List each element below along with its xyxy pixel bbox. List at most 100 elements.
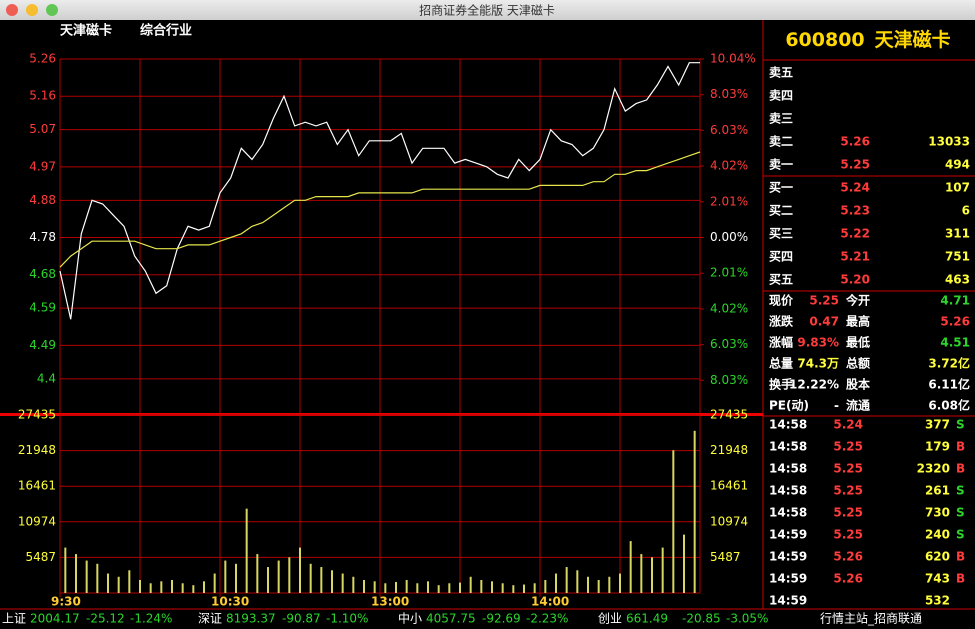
minimize-button[interactable]	[26, 4, 38, 16]
volume-bar	[437, 585, 440, 593]
stat-value: 4.51	[940, 336, 970, 350]
trade-time: 14:58	[769, 462, 807, 476]
stat-label: 现价	[769, 294, 794, 308]
y2-tick-label: 8.03%	[710, 373, 748, 387]
book-volume: 107	[945, 181, 970, 195]
stat-label: 涨跌	[769, 314, 794, 329]
book-price: 5.20	[840, 273, 870, 287]
volume-bar	[320, 567, 323, 593]
trade-time: 14:58	[769, 484, 807, 498]
volume-bar	[427, 581, 429, 593]
y2-tick-label: 10974	[710, 514, 748, 528]
trade-price: 5.26	[833, 550, 863, 564]
server-name: 行情主站_招商联通	[820, 611, 922, 626]
y-tick-label: 27435	[18, 408, 56, 422]
y-tick-label: 21948	[18, 443, 56, 457]
y2-tick-label: 5487	[710, 550, 741, 564]
trade-volume: 377	[925, 418, 950, 432]
volume-bar	[512, 585, 515, 593]
volume-bar	[683, 534, 685, 593]
index-change: -25.12	[86, 612, 125, 626]
stat-value: 4.71	[940, 294, 970, 308]
close-button[interactable]	[6, 4, 18, 16]
stat-label: 总量	[769, 356, 793, 371]
volume-bar	[352, 576, 355, 593]
zoom-button[interactable]	[46, 4, 58, 16]
book-volume: 494	[945, 158, 970, 172]
index-pct: -1.10%	[326, 612, 368, 626]
book-volume: 751	[945, 250, 970, 264]
book-volume: 6	[962, 204, 970, 218]
volume-bar	[235, 563, 237, 593]
y-tick-label: 5487	[25, 550, 56, 564]
volume-bar	[277, 560, 280, 593]
trade-side: B	[956, 440, 965, 454]
trade-time: 14:59	[769, 594, 807, 608]
trade-time: 14:58	[769, 506, 807, 520]
y2-tick-label: 8.03%	[710, 87, 748, 101]
window-title: 招商证券全能版 天津磁卡	[419, 3, 555, 18]
trade-side: B	[956, 462, 965, 476]
stat-label: 最低	[846, 335, 870, 350]
volume-bar	[75, 554, 77, 593]
y2-tick-label: 6.03%	[710, 337, 748, 351]
index-pct: -3.05%	[726, 612, 768, 626]
volume-bar	[245, 508, 248, 593]
name: 天津磁卡	[875, 28, 951, 51]
index-pct: -1.24%	[130, 612, 172, 626]
index-value: 4057.75	[426, 612, 476, 626]
trade-volume: 2320	[917, 462, 950, 476]
book-label: 卖一	[769, 157, 793, 172]
volume-bar	[672, 450, 675, 593]
index-name: 创业	[598, 612, 622, 626]
y2-tick-label: 27435	[710, 408, 748, 422]
volume-bar	[405, 580, 408, 593]
volume-bar	[128, 570, 131, 593]
index-value: 661.49	[626, 612, 668, 626]
trade-time: 14:59	[769, 528, 807, 542]
volume-bar	[117, 576, 120, 593]
stat-value: 5.26	[940, 315, 970, 329]
volume-bar	[597, 580, 600, 593]
stat-value: 9.83%	[797, 336, 839, 350]
stat-value: 0.47	[809, 315, 839, 329]
book-label: 买三	[769, 227, 793, 241]
index-pct: -2.23%	[526, 612, 568, 626]
trade-price: 5.25	[833, 462, 863, 476]
volume-bar	[341, 573, 344, 593]
volume-bar	[96, 563, 99, 593]
y-tick-label: 4.49	[29, 338, 56, 352]
book-price: 5.25	[840, 158, 870, 172]
volume-bar	[64, 547, 67, 593]
index-change: -90.87	[282, 612, 321, 626]
volume-bar	[171, 580, 173, 593]
y-tick-label: 10974	[18, 514, 56, 528]
trade-time: 14:59	[769, 572, 807, 586]
trade-time: 14:58	[769, 440, 807, 454]
y2-tick-label: 0.00%	[710, 230, 748, 244]
volume-bar	[149, 583, 152, 593]
volume-bar	[181, 583, 184, 593]
trade-side: S	[956, 418, 965, 432]
volume-bar	[267, 567, 269, 593]
stat-value: 5.25	[809, 294, 839, 308]
book-label: 卖二	[769, 134, 793, 149]
trade-volume: 179	[925, 440, 950, 454]
y-tick-label: 4.59	[29, 301, 56, 315]
volume-bar	[331, 570, 333, 593]
y2-tick-label: 2.01%	[710, 194, 748, 208]
y-tick-label: 4.68	[29, 267, 56, 281]
y-tick-label: 4.4	[37, 371, 56, 385]
volume-bar	[661, 547, 664, 593]
trade-volume: 620	[925, 550, 950, 564]
y2-tick-label: 21948	[710, 443, 748, 457]
y-tick-label: 16461	[18, 479, 56, 493]
book-price: 5.23	[840, 204, 870, 218]
stat-label: 股本	[846, 377, 870, 392]
volume-bar	[288, 557, 291, 593]
trade-side: S	[956, 528, 965, 542]
volume-bar	[224, 560, 227, 593]
volume-bar	[555, 573, 557, 593]
volume-bar	[629, 541, 632, 593]
trade-side: B	[956, 572, 965, 586]
